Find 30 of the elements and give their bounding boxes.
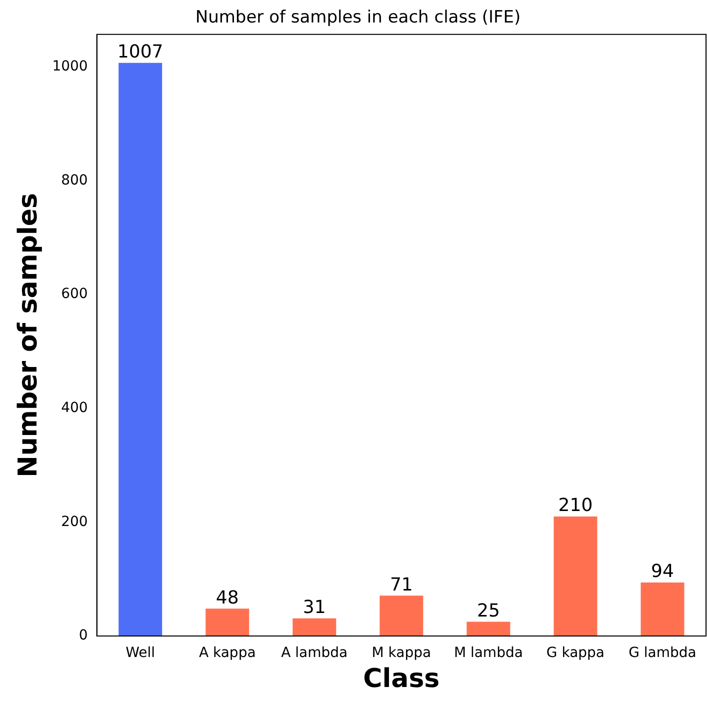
y-tick-label: 1000: [52, 58, 88, 74]
bar: [292, 618, 336, 636]
x-tick-label: G lambda: [628, 645, 696, 662]
bar: [466, 622, 510, 636]
x-axis-title: Class: [363, 664, 440, 694]
data-label: 31: [302, 597, 326, 618]
x-tick-label: A kappa: [198, 645, 256, 662]
bar: [640, 582, 684, 636]
data-label: 25: [476, 600, 500, 622]
bar: [206, 608, 250, 636]
x-tick-label: M lambda: [454, 645, 523, 662]
bar: [380, 596, 424, 636]
y-tick-label: 200: [61, 514, 88, 530]
data-label: 48: [216, 587, 239, 608]
x-tick-label: Well: [126, 645, 156, 662]
y-tick-label: 800: [61, 172, 88, 188]
y-tick-label: 400: [61, 400, 88, 416]
x-tick-label: G kappa: [546, 645, 605, 662]
data-label: 71: [390, 574, 413, 596]
y-tick-label: 600: [61, 286, 88, 302]
bar: [118, 62, 162, 636]
data-label: 94: [651, 561, 674, 582]
y-axis-title: Number of samples: [13, 192, 44, 478]
data-label: 1007: [117, 42, 164, 63]
y-tick-label: 0: [78, 628, 88, 644]
x-tick-label: M kappa: [372, 645, 432, 662]
data-label: 210: [558, 495, 593, 516]
bar: [554, 516, 598, 636]
chart-title: Number of samples in each class (IFE): [195, 8, 521, 28]
x-tick-label: A lambda: [281, 645, 348, 662]
